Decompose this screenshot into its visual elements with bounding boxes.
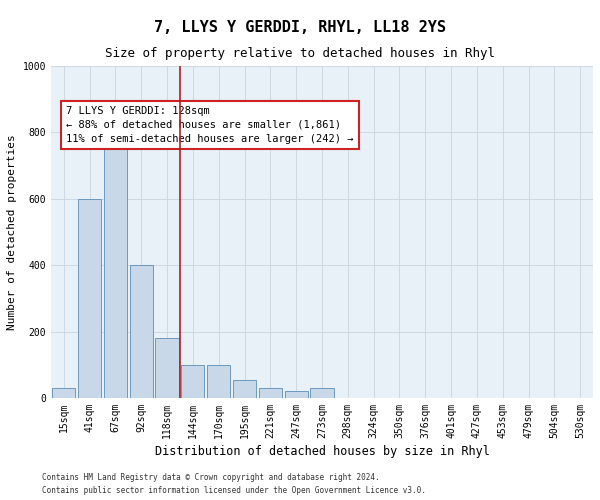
Text: Size of property relative to detached houses in Rhyl: Size of property relative to detached ho… <box>105 48 495 60</box>
Bar <box>52 388 76 398</box>
Bar <box>233 380 256 398</box>
Bar <box>207 365 230 398</box>
Text: Contains HM Land Registry data © Crown copyright and database right 2024.: Contains HM Land Registry data © Crown c… <box>42 474 380 482</box>
Text: Contains public sector information licensed under the Open Government Licence v3: Contains public sector information licen… <box>42 486 426 495</box>
Bar <box>104 146 127 398</box>
X-axis label: Distribution of detached houses by size in Rhyl: Distribution of detached houses by size … <box>155 445 490 458</box>
Bar <box>310 388 334 398</box>
Bar <box>181 365 205 398</box>
Bar <box>155 338 179 398</box>
Bar <box>284 392 308 398</box>
Bar <box>78 199 101 398</box>
Text: 7 LLYS Y GERDDI: 128sqm
← 88% of detached houses are smaller (1,861)
11% of semi: 7 LLYS Y GERDDI: 128sqm ← 88% of detache… <box>67 106 354 144</box>
Bar <box>130 265 153 398</box>
Text: 7, LLYS Y GERDDI, RHYL, LL18 2YS: 7, LLYS Y GERDDI, RHYL, LL18 2YS <box>154 20 446 35</box>
Y-axis label: Number of detached properties: Number of detached properties <box>7 134 17 330</box>
Bar <box>259 388 282 398</box>
